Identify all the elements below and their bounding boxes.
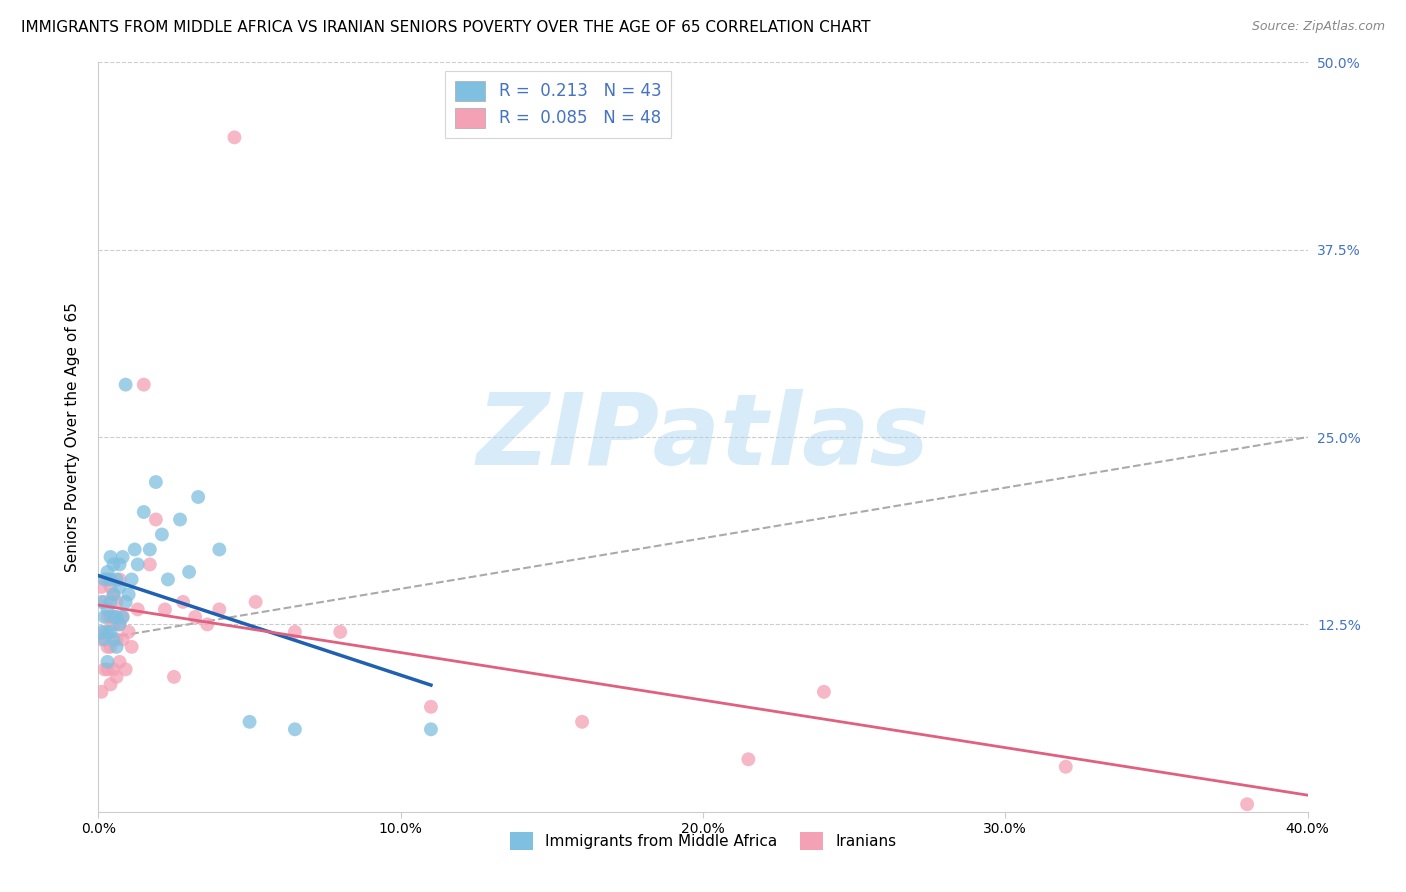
Point [90,685,112,699]
Point [105,595,128,609]
Point [105,632,128,647]
Point [108,655,131,669]
Point [100,610,122,624]
Point [111,610,134,624]
Point [420,723,443,737]
Point [103,617,125,632]
Point [103,662,125,676]
Point [187,490,209,504]
Point [105,670,128,684]
Point [108,558,131,572]
Point [103,587,125,601]
Point [90,624,112,639]
Point [1236,797,1258,812]
Legend: Immigrants from Middle Africa, Iranians: Immigrants from Middle Africa, Iranians [503,826,903,856]
Point [93,662,115,676]
Point [103,558,125,572]
Point [224,130,246,145]
Point [329,624,352,639]
Point [93,624,115,639]
Point [239,714,262,729]
Point [813,685,835,699]
Point [737,752,759,766]
Point [103,632,125,647]
Point [93,573,115,587]
Point [100,640,122,654]
Point [139,542,162,557]
Point [179,565,201,579]
Point [169,512,191,526]
Point [100,549,122,564]
Point [153,602,176,616]
Point [96,640,118,654]
Point [156,573,179,587]
Point [105,610,128,624]
Point [145,475,167,489]
Point [139,558,162,572]
Point [172,595,194,609]
Point [118,587,141,601]
Point [100,580,122,594]
Point [96,573,118,587]
Point [100,573,122,587]
Point [105,573,128,587]
Point [90,632,112,647]
Point [96,610,118,624]
Point [96,565,118,579]
Point [105,640,128,654]
Point [108,573,131,587]
Point [150,527,173,541]
Point [571,714,593,729]
Point [118,624,141,639]
Point [208,542,231,557]
Point [100,624,122,639]
Point [1054,760,1077,774]
Point [93,632,115,647]
Point [245,595,267,609]
Point [124,542,146,557]
Text: IMMIGRANTS FROM MIDDLE AFRICA VS IRANIAN SENIORS POVERTY OVER THE AGE OF 65 CORR: IMMIGRANTS FROM MIDDLE AFRICA VS IRANIAN… [21,20,870,35]
Point [100,595,122,609]
Point [284,624,307,639]
Point [127,602,149,616]
Point [420,699,443,714]
Text: Source: ZipAtlas.com: Source: ZipAtlas.com [1251,20,1385,33]
Point [100,677,122,691]
Point [121,573,143,587]
Point [114,662,136,676]
Point [114,595,136,609]
Y-axis label: Seniors Poverty Over the Age of 65: Seniors Poverty Over the Age of 65 [65,302,80,572]
Point [284,723,307,737]
Point [208,602,231,616]
Point [111,549,134,564]
Point [96,655,118,669]
Point [108,580,131,594]
Point [108,617,131,632]
Point [96,624,118,639]
Point [163,670,186,684]
Point [93,595,115,609]
Point [132,505,155,519]
Point [90,595,112,609]
Point [96,662,118,676]
Point [111,632,134,647]
Point [121,640,143,654]
Text: ZIPatlas: ZIPatlas [477,389,929,485]
Point [93,610,115,624]
Point [108,617,131,632]
Point [96,602,118,616]
Point [184,610,207,624]
Point [90,580,112,594]
Point [114,377,136,392]
Point [111,610,134,624]
Point [103,610,125,624]
Point [145,512,167,526]
Point [195,617,218,632]
Point [127,558,149,572]
Point [103,587,125,601]
Point [132,377,155,392]
